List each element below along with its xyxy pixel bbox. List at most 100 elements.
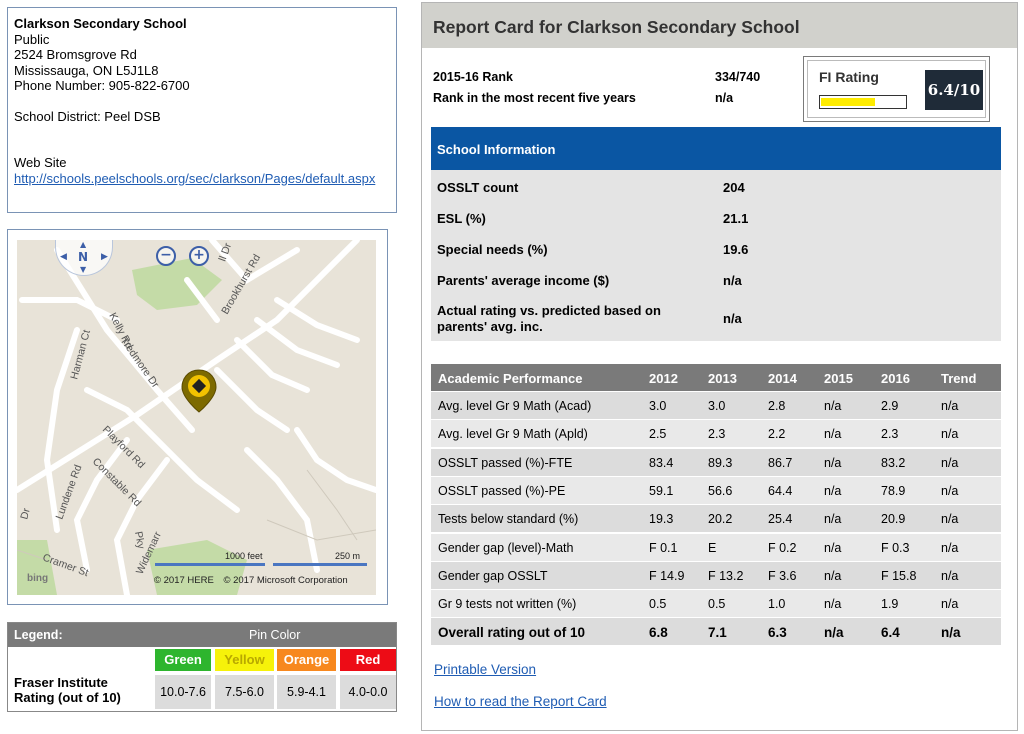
bing-logo: bing	[27, 573, 49, 584]
school-phone: Phone Number: 905-822-6700	[14, 78, 190, 93]
row-label: Overall rating out of 10	[438, 625, 586, 641]
column-header: 2016	[881, 371, 910, 386]
website-link[interactable]: http://schools.peelschools.org/sec/clark…	[14, 170, 376, 186]
website-label: Web Site	[14, 155, 67, 170]
map-copyright: © 2017 HERE © 2017 Microsoft Corporation	[154, 575, 355, 586]
legend-header: Legend: Pin Color	[8, 623, 396, 647]
info-label: Parents' average income ($)	[437, 273, 610, 288]
table-cell: 20.2	[708, 512, 733, 527]
legend-row-label: Fraser Institute Rating (out of 10)	[14, 675, 121, 705]
table-cell: n/a	[824, 512, 842, 527]
fi-rating-label: FI Rating	[819, 69, 879, 85]
table-cell: n/a	[824, 455, 842, 470]
table-cell: E	[708, 540, 717, 555]
rank-label: 2015-16 Rank	[433, 70, 513, 84]
table-cell: n/a	[941, 427, 959, 442]
table-cell: n/a	[941, 399, 959, 413]
row-label: Gender gap OSSLT	[438, 568, 548, 583]
row-label: OSSLT passed (%)-FTE	[438, 455, 573, 470]
rank-five-years-label: Rank in the most recent five years	[433, 91, 636, 105]
table-cell: n/a	[824, 427, 842, 442]
north-indicator: N	[78, 250, 89, 264]
pan-right-icon[interactable]: ▶	[101, 252, 108, 262]
table-cell: 2.3	[881, 427, 899, 442]
map-box: Kelly Rd Brookhurst Rd Tredmore Dr Harma…	[7, 229, 388, 605]
table-cell: 86.7	[768, 455, 793, 470]
table-cell: n/a	[824, 625, 844, 641]
table-cell: F 0.1	[649, 540, 678, 555]
table-row: Tests below standard (%) 19.3 20.2 25.4 n/a 2…	[431, 505, 1001, 534]
table-cell: 2.8	[768, 399, 786, 413]
table-cell: F 3.6	[768, 568, 797, 583]
table-cell: 56.6	[708, 483, 733, 498]
printable-version-link[interactable]: Printable Version	[434, 662, 537, 677]
row-label: Gender gap (level)-Math	[438, 540, 574, 555]
table-cell: n/a	[941, 483, 959, 498]
row-label: Gr 9 tests not written (%)	[438, 597, 577, 612]
legend-red: Red	[340, 649, 396, 671]
legend-range-red: 4.0-0.0	[340, 675, 396, 709]
table-cell: n/a	[941, 597, 959, 612]
location-pin-icon[interactable]	[181, 369, 217, 413]
rank-value: 334/740	[715, 70, 761, 84]
info-label: Actual rating vs. predicted based on par…	[437, 303, 661, 334]
table-row: Gr 9 tests not written (%) 0.5 0.5 1.0 n/a 1.…	[431, 590, 1001, 619]
table-cell: 78.9	[881, 483, 906, 498]
legend-table: Legend: Pin Color Green Yellow Orange Re…	[7, 622, 397, 712]
scale-meters: 250 m	[335, 551, 361, 561]
info-label: OSSLT count	[437, 180, 519, 195]
column-header: Academic Performance	[438, 371, 583, 386]
table-cell: n/a	[824, 540, 842, 555]
rank-five-years-value: n/a	[715, 91, 734, 105]
school-information-table: School Information OSSLT count 204 ESL (…	[431, 127, 1001, 341]
how-to-read-link[interactable]: How to read the Report Card	[434, 694, 607, 709]
pin-color-label: Pin Color	[249, 628, 301, 642]
table-cell: 83.2	[881, 455, 906, 470]
table-cell: 83.4	[649, 455, 674, 470]
table-cell: 25.4	[768, 512, 793, 527]
column-header: Trend	[941, 371, 977, 386]
table-cell: n/a	[941, 568, 959, 583]
column-header: 2013	[708, 371, 737, 386]
map-canvas[interactable]: Kelly Rd Brookhurst Rd Tredmore Dr Harma…	[17, 240, 376, 595]
table-row: OSSLT passed (%)-PE 59.1 56.6 64.4 n/a 78.9 n/…	[431, 476, 1001, 505]
column-header: 2012	[649, 371, 678, 386]
table-cell: 0.5	[649, 597, 667, 612]
table-cell: n/a	[941, 540, 959, 555]
copyright-microsoft: © 2017 Microsoft Corporation	[223, 575, 348, 586]
table-cell: F 15.8	[881, 568, 917, 583]
row-label: OSSLT passed (%)-PE	[438, 483, 566, 498]
school-district: School District: Peel DSB	[14, 108, 161, 124]
legend-range-green: 10.0-7.6	[155, 675, 211, 709]
table-cell: 3.0	[708, 399, 726, 413]
pan-left-icon[interactable]: ◀	[60, 252, 67, 262]
school-address-line1: 2524 Bromsgrove Rd	[14, 47, 137, 62]
legend-yellow: Yellow	[215, 649, 274, 671]
table-cell: F 14.9	[649, 568, 685, 583]
pan-up-icon[interactable]: ▲	[80, 240, 87, 249]
zoom-out-button[interactable]: −	[156, 246, 176, 266]
table-row: Gender gap OSSLT F 14.9 F 13.2 F 3.6 n/a F 15…	[431, 561, 1001, 590]
zoom-in-button[interactable]: +	[189, 246, 209, 266]
copyright-here: © 2017 HERE	[154, 575, 214, 586]
table-cell: 0.5	[708, 597, 726, 612]
table-row: Gender gap (level)-Math F 0.1 E F 0.2 n/a F 0…	[431, 533, 1001, 562]
table-row: Avg. level Gr 9 Math (Acad) 3.0 3.0 2.8 n/a 2…	[431, 392, 1001, 420]
fi-rating-box: FI Rating 6.4/10	[803, 56, 990, 122]
table-cell: 2.9	[881, 399, 899, 413]
map[interactable]: Kelly Rd Brookhurst Rd Tredmore Dr Harma…	[17, 240, 376, 595]
table-cell: 7.1	[708, 625, 727, 641]
table-cell: 89.3	[708, 455, 733, 470]
fi-rating-bar	[819, 95, 907, 109]
table-cell: n/a	[824, 399, 842, 413]
table-cell: 59.1	[649, 483, 674, 498]
pan-down-icon[interactable]: ▼	[80, 265, 87, 274]
table-cell: F 0.3	[881, 540, 910, 555]
info-label: Special needs (%)	[437, 242, 548, 257]
fi-rating-score: 6.4/10	[925, 70, 983, 110]
info-label: ESL (%)	[437, 211, 486, 226]
table-cell: n/a	[941, 455, 959, 470]
scale-feet: 1000 feet	[225, 551, 263, 561]
table-row: OSSLT passed (%)-FTE 83.4 89.3 86.7 n/a 83.2 n…	[431, 448, 1001, 477]
school-name: Clarkson Secondary School	[14, 16, 187, 31]
